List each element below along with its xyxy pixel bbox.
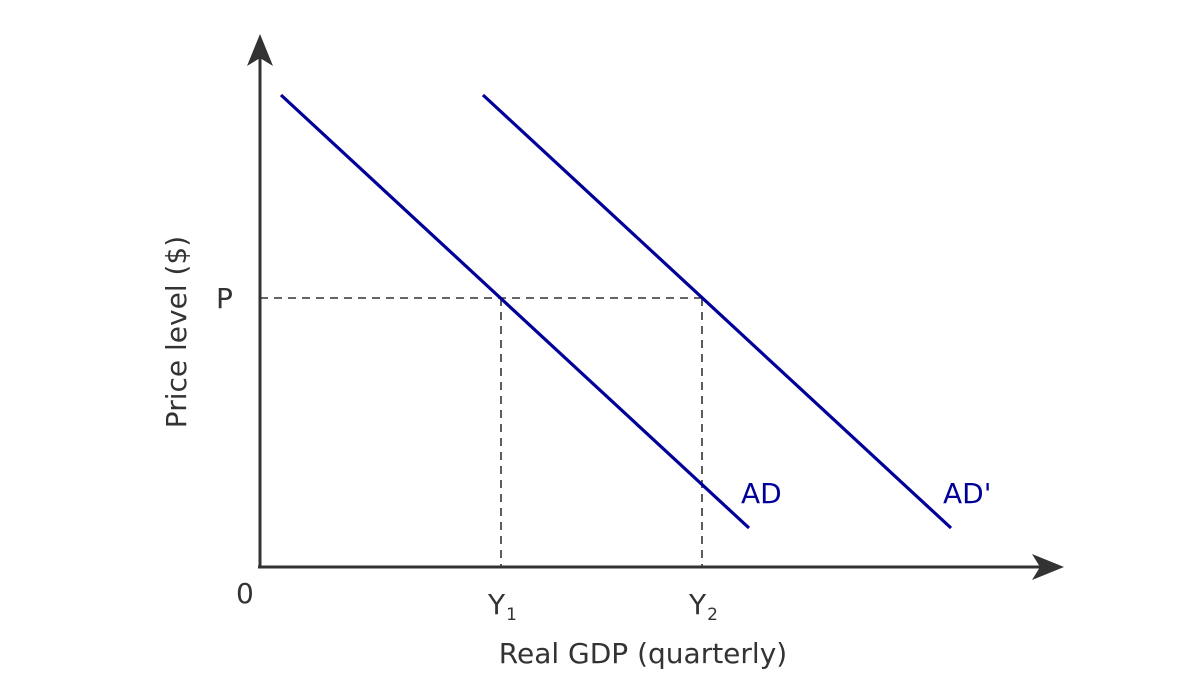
x-axis-arrow-icon <box>1032 554 1064 580</box>
y2-tick-subscript: 2 <box>707 605 718 625</box>
y1-tick-main: Y <box>487 588 506 621</box>
y1-tick-subscript: 1 <box>506 605 517 625</box>
ad-shifted-curve-label: AD' <box>943 477 991 510</box>
y1-tick-label: Y1 <box>487 588 517 625</box>
y2-tick-main: Y <box>688 588 707 621</box>
ad-curve <box>279 93 751 530</box>
x-axis-title: Real GDP (quarterly) <box>499 637 787 670</box>
y-axis-arrow-icon <box>247 34 273 66</box>
price-level-p-label: P <box>216 282 233 315</box>
y-axis-title: Price level ($) <box>160 236 193 428</box>
y2-tick-label: Y2 <box>688 588 718 625</box>
ad-shifted-curve <box>481 93 953 530</box>
ad-curve-label: AD <box>741 477 782 510</box>
origin-label: 0 <box>236 577 254 610</box>
